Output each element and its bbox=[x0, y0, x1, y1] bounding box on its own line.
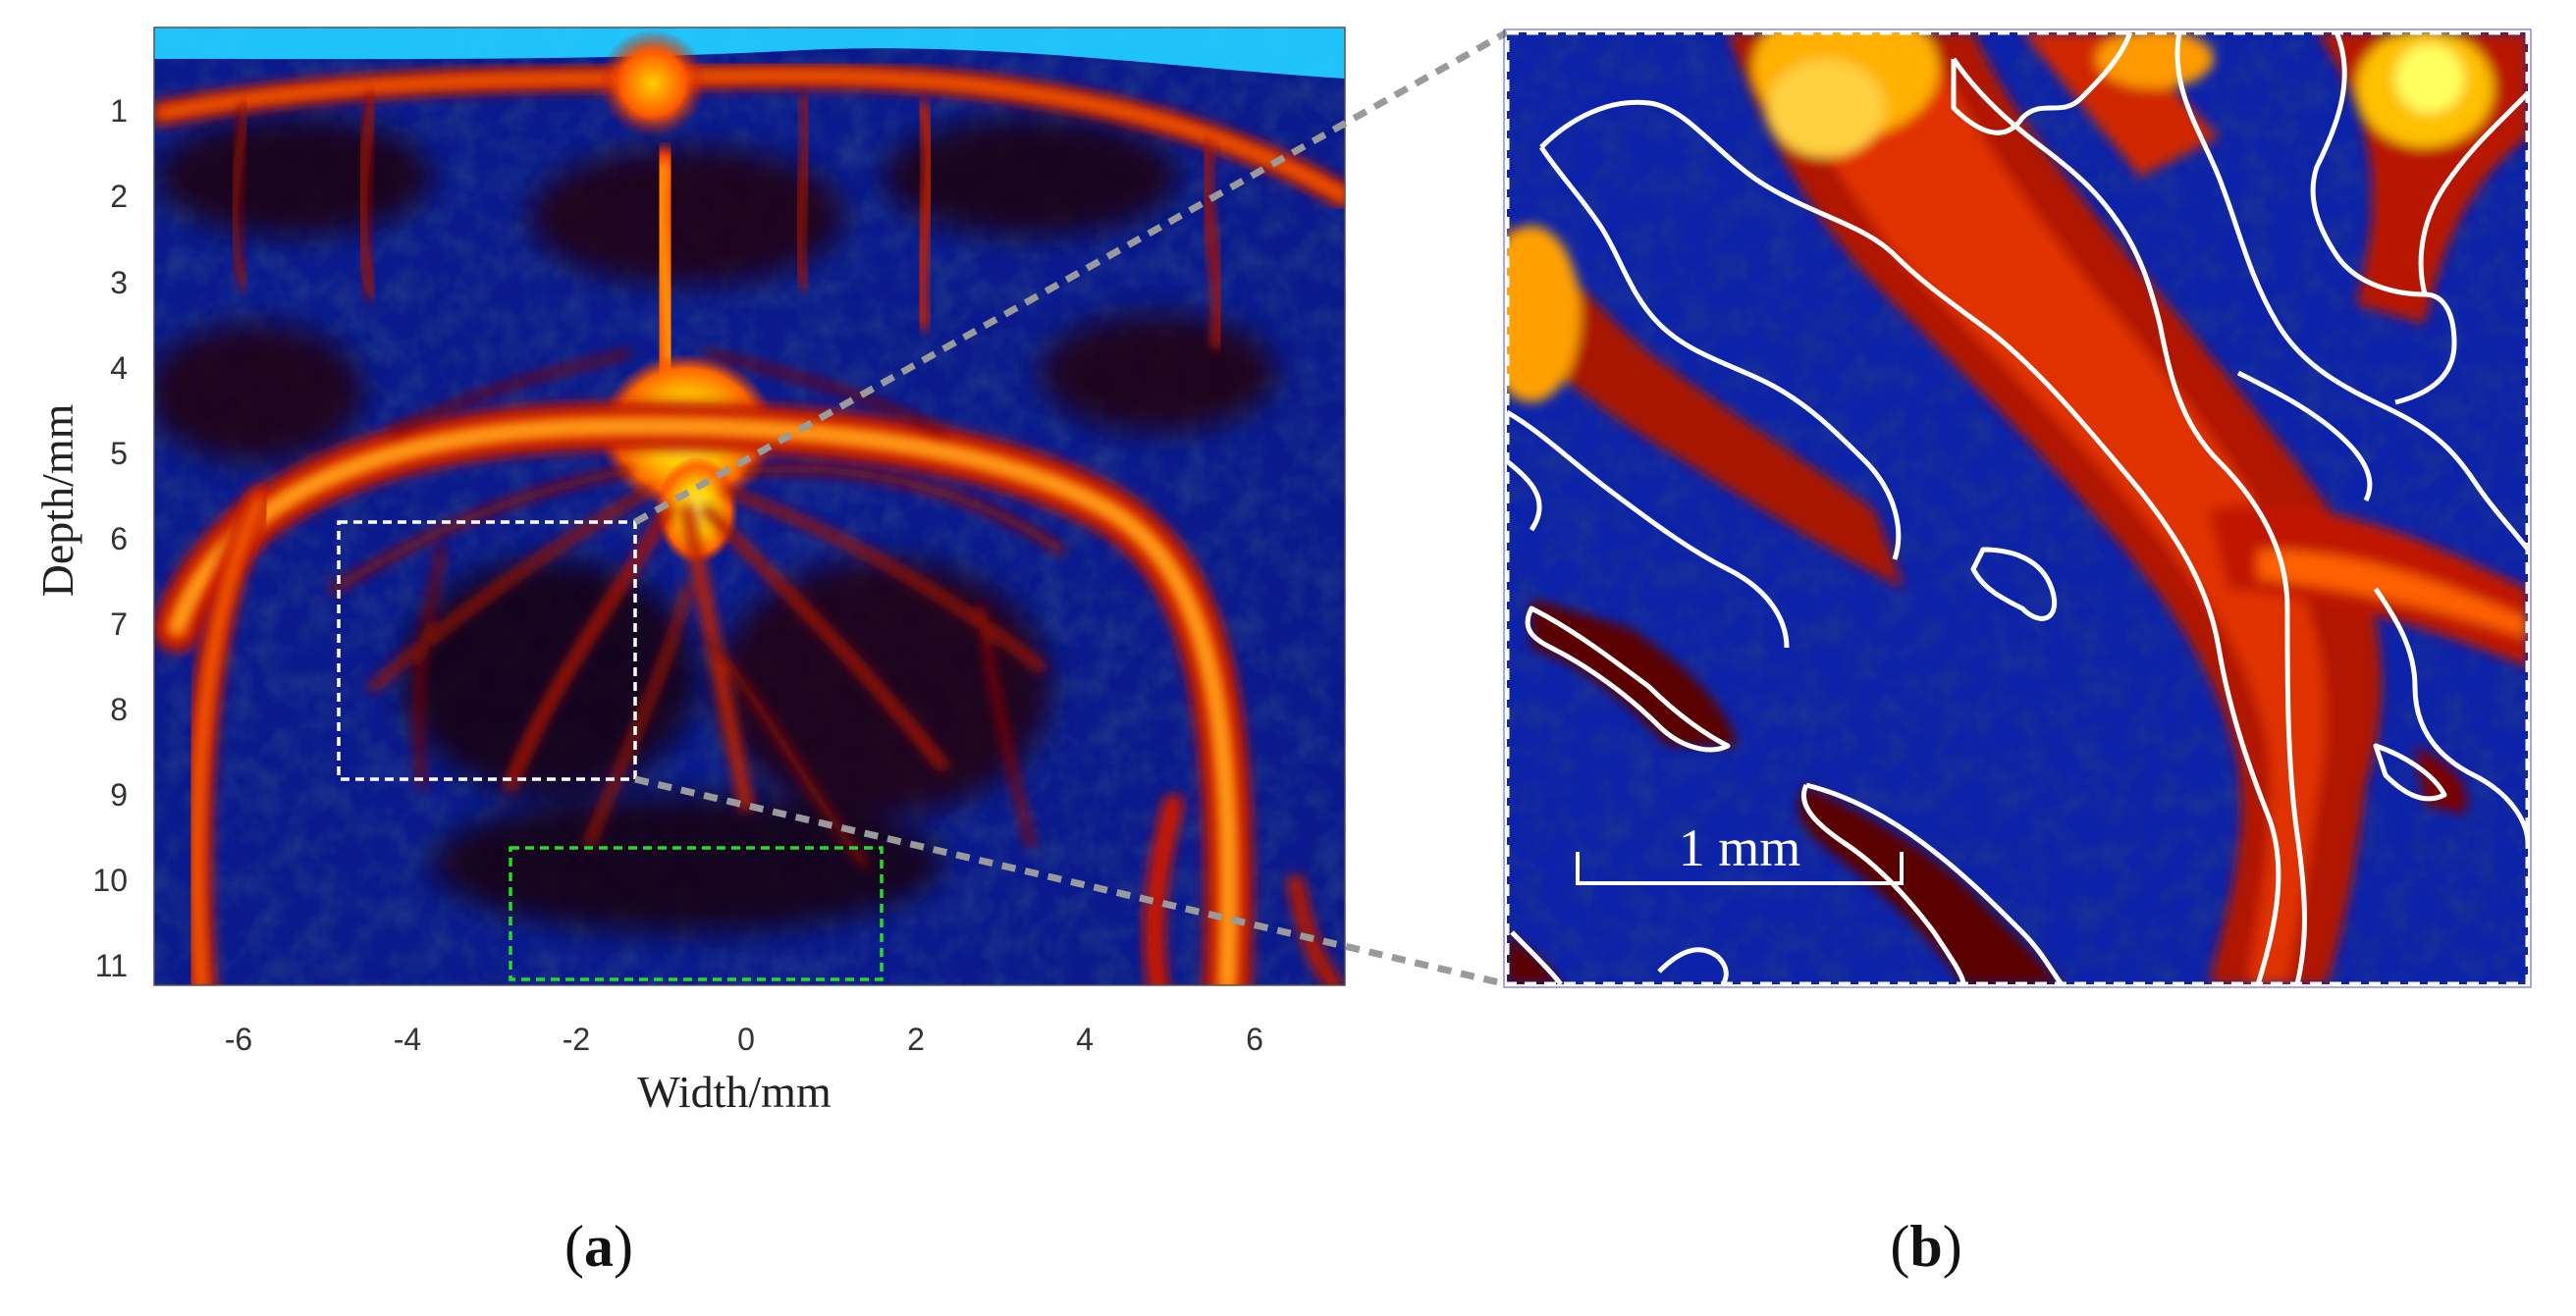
x-tick-neg4: -4 bbox=[394, 1022, 421, 1057]
panel-b-frame-outline bbox=[1503, 28, 2532, 988]
connector-top bbox=[633, 28, 1509, 526]
svg-text:(b): (b) bbox=[1890, 1214, 1961, 1279]
panel-b-zoom-image: 1 mm bbox=[1507, 32, 2528, 984]
panel-label-a-close: ) bbox=[614, 1214, 633, 1279]
x-tick-neg2: -2 bbox=[563, 1022, 590, 1057]
x-tick-2: 2 bbox=[907, 1022, 925, 1057]
panel-label-b: (b) bbox=[1890, 1214, 1961, 1279]
y-axis-ticks: 1 2 3 4 5 6 7 8 9 10 11 bbox=[92, 93, 128, 983]
y-tick-2: 2 bbox=[110, 179, 128, 214]
x-axis-title: Width/mm bbox=[637, 1067, 832, 1117]
vessels-deep bbox=[1143, 794, 1344, 985]
panel-label-b-letter: b bbox=[1909, 1214, 1942, 1279]
panel-label-b-close: ) bbox=[1943, 1214, 1962, 1279]
y-tick-3: 3 bbox=[110, 265, 128, 300]
y-tick-8: 8 bbox=[110, 692, 128, 727]
panel-a-image bbox=[154, 27, 1345, 985]
hotspot-lower bbox=[656, 456, 738, 564]
vessels-radiating bbox=[329, 349, 1065, 868]
y-tick-6: 6 bbox=[110, 521, 128, 556]
x-tick-6: 6 bbox=[1246, 1022, 1263, 1057]
hotspot-top bbox=[599, 29, 707, 137]
vessels-upper bbox=[154, 63, 1345, 349]
panel-b-frame bbox=[1504, 29, 2531, 987]
y-axis-title: Depth/mm bbox=[32, 403, 82, 597]
y-tick-7: 7 bbox=[110, 606, 128, 642]
scale-bar: 1 mm bbox=[1576, 818, 1904, 885]
vessel-dome bbox=[154, 401, 1254, 985]
panel-label-a-letter: a bbox=[584, 1214, 614, 1279]
y-tick-5: 5 bbox=[110, 436, 128, 471]
y-tick-10: 10 bbox=[92, 863, 128, 898]
y-tick-1: 1 bbox=[110, 93, 128, 129]
background-roi-box-green bbox=[509, 846, 884, 981]
x-tick-0: 0 bbox=[737, 1022, 755, 1057]
x-axis-ticks: -6 -4 -2 0 2 4 6 bbox=[225, 1022, 1263, 1057]
y-tick-9: 9 bbox=[110, 777, 128, 813]
y-tick-4: 4 bbox=[110, 350, 128, 386]
zoom-connectors bbox=[633, 28, 1509, 988]
panel-a-frame bbox=[153, 26, 1346, 986]
panel-label-b-open: ( bbox=[1890, 1214, 1909, 1279]
scale-bar-label: 1 mm bbox=[1679, 818, 1801, 877]
x-tick-4: 4 bbox=[1076, 1022, 1094, 1057]
panel-label-a-open: ( bbox=[564, 1214, 584, 1279]
x-tick-neg6: -6 bbox=[225, 1022, 252, 1057]
roi-box-white bbox=[337, 520, 637, 781]
svg-text:(a): (a) bbox=[564, 1214, 633, 1279]
connector-bottom bbox=[634, 775, 1508, 988]
surface-band bbox=[154, 27, 1345, 79]
y-tick-11: 11 bbox=[95, 948, 128, 983]
zoom-contours bbox=[1507, 32, 2528, 984]
panel-label-a: (a) bbox=[564, 1214, 633, 1279]
